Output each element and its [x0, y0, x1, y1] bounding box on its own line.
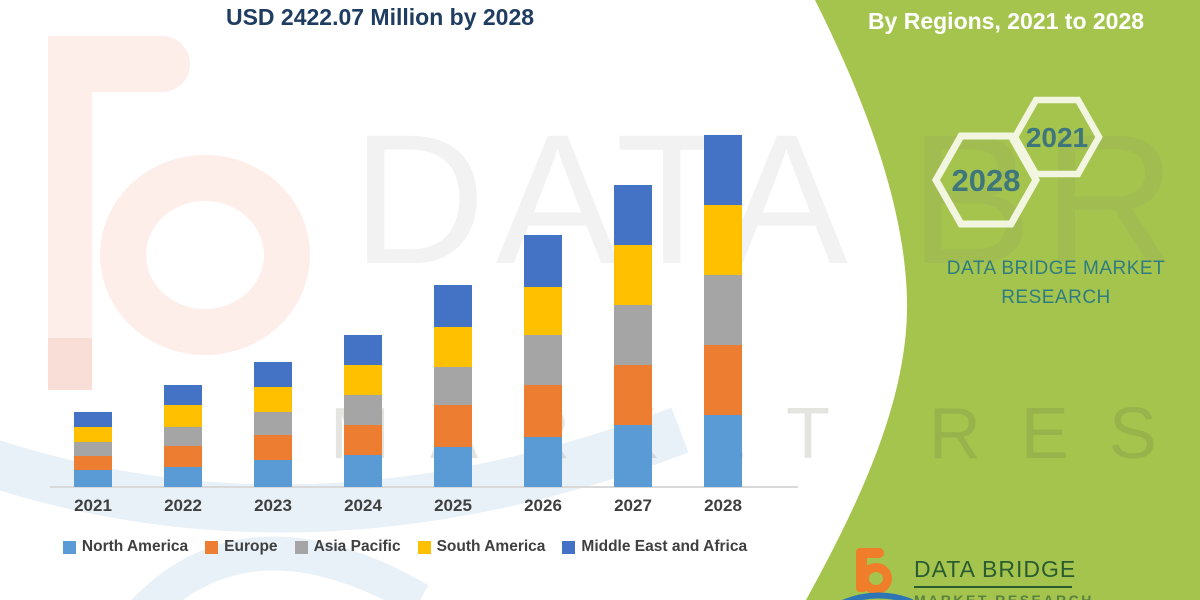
bar-segment-asia-pacific-2026 [524, 334, 562, 385]
bar-segment-south-america-2021 [74, 426, 112, 442]
x-axis-label-2028: 2028 [704, 496, 742, 515]
legend-item-south-america: South America [417, 538, 546, 556]
bar-segment-middle-east-and-africa-2026 [524, 234, 562, 287]
footer-swoosh-blue [841, 592, 914, 600]
x-axis-label-2022: 2022 [164, 496, 202, 515]
chart-title: USD 2422.07 Million by 2028 [225, 4, 535, 30]
bar-segment-north-america-2026 [524, 436, 562, 487]
brand-text: DATA BRIDGE MARKET RESEARCH [928, 254, 1184, 312]
bar-segment-middle-east-and-africa-2022 [164, 384, 202, 405]
legend-item-north-america: North America [62, 538, 189, 556]
footer-logo: DATA BRIDGE MARKET RESEARCH [838, 546, 1178, 600]
legend-label: Europe [224, 538, 278, 555]
legend-label: South America [436, 538, 546, 555]
legend-swatch [562, 540, 576, 554]
bar-segment-south-america-2026 [524, 286, 562, 335]
x-axis-label-2021: 2021 [74, 496, 112, 515]
footer-brand-name: DATA BRIDGE [914, 556, 1077, 582]
stacked-bar-chart: 2021 2022 2023 2024 2025 2026 2027 2028 [50, 134, 798, 515]
x-axis-line [50, 486, 798, 488]
bar-segment-middle-east-and-africa-2021 [74, 411, 112, 427]
bar-segment-europe-2023 [254, 434, 292, 460]
x-axis-label-2023: 2023 [254, 496, 292, 515]
bar-segment-north-america-2024 [344, 455, 382, 487]
x-axis-label-2026: 2026 [524, 496, 562, 515]
footer-brand-underline [914, 586, 1072, 588]
bar-segment-south-america-2022 [164, 404, 202, 427]
legend-item-asia-pacific: Asia Pacific [294, 538, 401, 556]
bar-segment-south-america-2023 [254, 387, 292, 412]
legend-label: Asia Pacific [313, 538, 401, 555]
bar-segment-asia-pacific-2021 [74, 441, 112, 457]
brand-text-line2: RESEARCH [1001, 287, 1111, 308]
legend-item-europe: Europe [205, 538, 278, 556]
bar-segment-south-america-2025 [434, 326, 472, 367]
bar-segment-north-america-2028 [704, 415, 742, 487]
bar-segment-north-america-2022 [164, 466, 202, 487]
legend-swatch [417, 540, 431, 554]
green-band-shape [806, 0, 1200, 600]
footer-b-icon-bowl [860, 563, 892, 594]
bar-segment-middle-east-and-africa-2024 [344, 335, 382, 366]
hexagon-2021-outline [1011, 96, 1103, 178]
bar-segment-europe-2028 [704, 345, 742, 416]
bar-segment-north-america-2023 [254, 459, 292, 487]
bar-segment-middle-east-and-africa-2023 [254, 362, 292, 387]
bar-segment-europe-2021 [74, 456, 112, 470]
bar-segment-asia-pacific-2028 [704, 274, 742, 345]
x-axis-label-2025: 2025 [434, 496, 472, 515]
bar-segment-asia-pacific-2023 [254, 412, 292, 435]
bar-segment-asia-pacific-2022 [164, 426, 202, 446]
bar-segment-asia-pacific-2024 [344, 395, 382, 426]
legend-swatch [205, 540, 219, 554]
bar-segment-north-america-2021 [74, 469, 112, 487]
footer-b-icon-hook [856, 548, 884, 558]
bar-segment-south-america-2028 [704, 204, 742, 275]
x-axis-label-2024: 2024 [344, 496, 382, 515]
hexagon-2021-label: 2021 [1026, 122, 1088, 153]
legend-label: North America [81, 538, 189, 555]
band-title: By Regions, 2021 to 2028 [867, 8, 1145, 34]
bar-segment-europe-2024 [344, 425, 382, 456]
chart-legend: North America Europe Asia Pacific South Ame… [0, 538, 810, 556]
bar-segment-asia-pacific-2025 [434, 366, 472, 406]
bar-segment-middle-east-and-africa-2028 [704, 134, 742, 205]
footer-logo-text: DATA BRIDGE MARKET RESEARCH [914, 556, 1094, 600]
bar-segment-south-america-2027 [614, 244, 652, 305]
bar-segment-north-america-2025 [434, 446, 472, 487]
legend-swatch [294, 540, 308, 554]
bar-segment-europe-2022 [164, 445, 202, 467]
bar-segment-north-america-2027 [614, 424, 652, 487]
bar-segment-europe-2026 [524, 384, 562, 437]
bar-segment-south-america-2024 [344, 365, 382, 396]
bar-segment-europe-2025 [434, 405, 472, 447]
bar-segment-europe-2027 [614, 364, 652, 425]
bar-segment-middle-east-and-africa-2027 [614, 184, 652, 245]
legend-swatch [62, 540, 76, 554]
legend-item-middle-east-and-africa: Middle East and Africa [562, 538, 747, 556]
brand-text-line1: DATA BRIDGE MARKET [946, 258, 1166, 279]
bar-segment-asia-pacific-2027 [614, 304, 652, 365]
hexagon-2028-outline [931, 132, 1041, 228]
footer-brand-subtitle: MARKET RESEARCH [914, 592, 1094, 600]
hexagon-2028-label: 2028 [952, 163, 1021, 198]
x-axis-label-2027: 2027 [614, 496, 652, 515]
bar-segment-middle-east-and-africa-2025 [434, 284, 472, 327]
legend-label: Middle East and Africa [581, 538, 748, 555]
